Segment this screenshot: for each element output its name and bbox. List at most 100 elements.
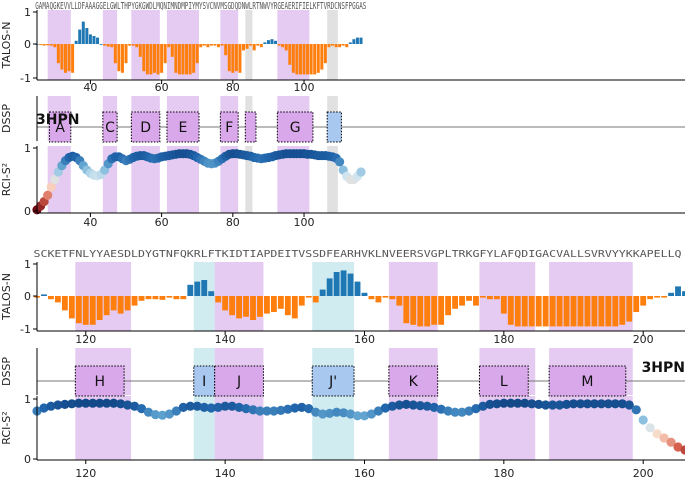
talos-bar: [215, 296, 222, 303]
talos-bar: [424, 296, 431, 327]
talos-bar: [103, 296, 110, 316]
talos-bar: [166, 296, 173, 298]
talos-bar: [120, 44, 124, 73]
dssp-element-label: E: [179, 120, 188, 136]
talos-bar: [633, 296, 640, 312]
rci-point: [241, 404, 251, 414]
talos-bar: [626, 296, 633, 322]
talos-bar: [185, 44, 189, 75]
talos-bar: [170, 44, 174, 57]
talos-bar: [361, 292, 368, 296]
top-band-4-2: [220, 146, 239, 213]
talos-bar: [188, 44, 192, 75]
talos-bar: [480, 296, 486, 298]
talos-bar: [245, 44, 249, 49]
top-band-7-2: [327, 146, 338, 213]
talos-bar: [167, 44, 171, 48]
talos-bar: [305, 296, 312, 298]
talos-bar: [316, 44, 320, 73]
dssp-element-label: L: [500, 374, 508, 390]
talos-bar: [187, 284, 194, 296]
dssp-element-label: K: [409, 374, 419, 390]
talos-bar: [507, 296, 514, 325]
talos-bar: [199, 44, 203, 48]
talos-bar: [612, 296, 619, 327]
dssp-helix-box: [74, 365, 125, 397]
rci-point: [631, 405, 641, 415]
rci-point: [582, 399, 593, 409]
rci-point: [39, 403, 49, 413]
talos-xtick-label: 80: [226, 81, 240, 94]
talos-bar: [128, 44, 132, 46]
rci-point: [352, 411, 363, 421]
talos-bar: [229, 296, 236, 316]
rci-point: [659, 433, 669, 443]
rci-ytick-label: 1: [24, 142, 31, 155]
rci-point: [443, 406, 453, 416]
talos-bar: [352, 39, 356, 44]
pdb-id-label: 3HPN: [642, 360, 685, 376]
dssp-element-label: J': [328, 374, 337, 390]
talos-bar: [403, 296, 410, 324]
rci-ytick-label: 1: [24, 393, 31, 406]
talos-bar: [661, 296, 668, 298]
rci-point: [116, 399, 126, 409]
talos-bar: [445, 296, 452, 316]
rci-point: [74, 398, 84, 408]
dssp-helix-box: [102, 111, 118, 143]
rci-point: [332, 407, 342, 417]
talos-bar: [438, 296, 445, 325]
top-band-5-2: [245, 146, 253, 213]
talos-bar: [46, 44, 50, 46]
dssp-element-label: G: [290, 120, 301, 136]
talos-bar: [312, 296, 319, 303]
rci-point: [276, 405, 286, 415]
rci-xtick-label: 140: [215, 467, 236, 480]
talos-bar: [570, 296, 577, 327]
talos-bar: [145, 44, 149, 75]
bottom-band-1-0: [193, 262, 215, 331]
talos-bar: [242, 44, 246, 51]
rci-point: [380, 403, 390, 413]
rci-point: [81, 398, 91, 408]
talos-bar: [333, 272, 340, 296]
rci-point: [304, 404, 314, 414]
talos-bar: [177, 44, 181, 75]
talos-bar: [277, 296, 284, 309]
talos-bar: [563, 296, 570, 327]
talos-bar: [49, 44, 53, 46]
rci-point: [415, 401, 425, 411]
talos-bar: [201, 280, 208, 296]
talos-bar: [528, 296, 535, 327]
rci-point: [394, 400, 404, 410]
talos-bar: [252, 44, 256, 51]
rci-point: [67, 399, 77, 409]
rci-point: [561, 399, 572, 409]
dssp-helix-box: [388, 365, 439, 397]
bottom-band-3-0: [312, 262, 355, 331]
talos-bar: [42, 44, 46, 46]
rci-point: [638, 415, 648, 425]
talos-bar: [117, 296, 124, 314]
talos-bar: [63, 44, 67, 73]
talos-bar: [309, 44, 313, 75]
rci-point: [534, 399, 544, 409]
rci-point: [269, 406, 279, 416]
talos-bar: [163, 44, 167, 64]
rci-point: [248, 405, 258, 415]
talos-bar: [149, 44, 153, 75]
talos-bar: [382, 296, 389, 298]
dssp-strand-box: [326, 111, 342, 143]
rci-point: [387, 401, 397, 411]
talos-bar: [284, 296, 291, 316]
talos-bar: [236, 296, 242, 319]
rci-point: [150, 410, 161, 420]
talos-bar: [264, 296, 270, 314]
talos-bar: [71, 44, 75, 73]
rci-point: [499, 398, 509, 408]
talos-ytick-label: -1: [20, 323, 31, 336]
talos-bar: [224, 44, 228, 56]
rci-point: [102, 398, 112, 408]
talos-bar: [284, 44, 288, 51]
talos-bar: [202, 44, 206, 46]
